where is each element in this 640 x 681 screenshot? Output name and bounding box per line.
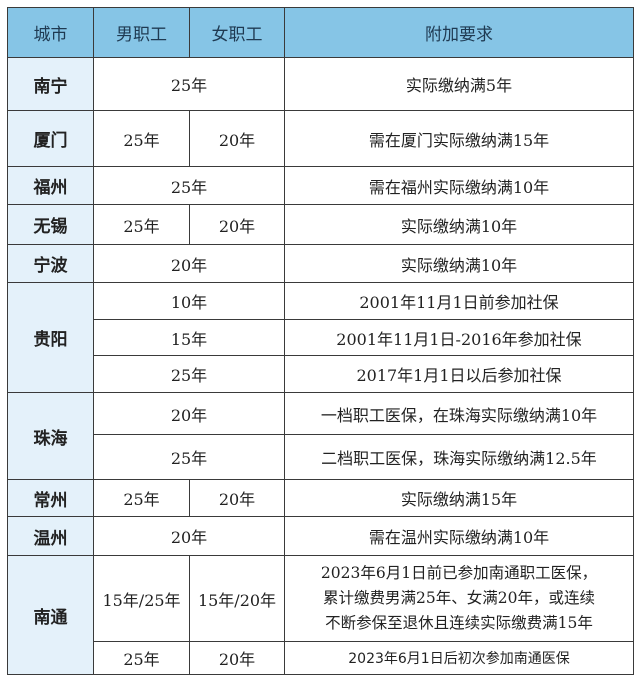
male-cell: 25年	[93, 110, 190, 167]
table-row: 无锡 25年 20年 实际缴纳满10年	[7, 204, 634, 245]
table-row: 25年 2017年1月1日以后参加社保	[8, 355, 634, 393]
city-cell: 贵阳	[7, 282, 94, 393]
extra-line: 2023年6月1日前已参加南通职工医保，	[320, 564, 598, 582]
extra-cell: 实际缴纳满15年	[284, 479, 634, 517]
male-cell: 25年	[93, 479, 190, 517]
header-row: 城市 男职工 女职工 附加要求	[7, 7, 634, 58]
years-cell: 25年	[93, 166, 285, 205]
table-row: 南通 15年/25年 15年/20年 2023年6月1日前已参加南通职工医保， …	[7, 555, 634, 675]
extra-cell: 2001年11月1日-2016年参加社保	[284, 319, 634, 356]
city-cell: 珠海	[7, 392, 94, 480]
male-cell: 15年/25年	[93, 555, 190, 642]
female-cell: 20年	[189, 110, 285, 167]
extra-cell: 需在福州实际缴纳满10年	[284, 166, 634, 205]
extra-line: 累计缴费男满25年、女满20年，或连续	[323, 589, 595, 607]
city-cell: 厦门	[7, 110, 94, 167]
female-cell: 15年/20年	[189, 555, 285, 642]
table-row: 宁波 20年 实际缴纳满10年	[7, 244, 634, 283]
years-cell: 20年	[93, 516, 285, 556]
female-cell: 20年	[189, 479, 285, 517]
table-row: 福州 25年 需在福州实际缴纳满10年	[7, 166, 634, 205]
extra-cell: 需在厦门实际缴纳满15年	[284, 110, 634, 167]
years-cell: 25年	[93, 434, 285, 480]
table-row: 15年 2001年11月1日-2016年参加社保	[8, 319, 634, 356]
years-cell: 25年	[93, 57, 285, 111]
extra-cell: 2023年6月1日后初次参加南通医保	[284, 641, 634, 675]
table-row: 南宁 25年 实际缴纳满5年	[7, 57, 634, 111]
table-row: 厦门 25年 20年 需在厦门实际缴纳满15年	[7, 110, 634, 167]
extra-cell: 二档职工医保，珠海实际缴纳满12.5年	[284, 434, 634, 480]
years-cell: 20年	[93, 392, 285, 435]
extra-cell: 2023年6月1日前已参加南通职工医保， 累计缴费男满25年、女满20年，或连续…	[284, 555, 634, 642]
female-cell: 20年	[189, 641, 285, 675]
extra-cell: 一档职工医保，在珠海实际缴纳满10年	[284, 392, 634, 435]
city-cell: 宁波	[7, 244, 94, 283]
table-row: 25年 20年 2023年6月1日后初次参加南通医保	[8, 641, 634, 675]
city-cell: 福州	[7, 166, 94, 205]
male-cell: 25年	[93, 641, 190, 675]
table-row: 常州 25年 20年 实际缴纳满15年	[7, 479, 634, 517]
extra-cell: 需在温州实际缴纳满10年	[284, 516, 634, 556]
extra-cell: 2017年1月1日以后参加社保	[284, 355, 634, 393]
extra-cell: 实际缴纳满10年	[284, 244, 634, 283]
table-row: 贵阳 10年 2001年11月1日前参加社保	[7, 282, 634, 393]
retirement-insurance-table: 城市 男职工 女职工 附加要求 南宁 25年 实际缴纳满5年 厦门 25年 20…	[7, 7, 634, 675]
years-cell: 20年	[93, 244, 285, 283]
table-row: 珠海 20年 一档职工医保，在珠海实际缴纳满10年	[7, 392, 634, 480]
header-extra: 附加要求	[284, 7, 634, 58]
years-cell: 15年	[93, 319, 285, 356]
header-city: 城市	[7, 7, 94, 58]
extra-line: 不断参保至退休且连续实际缴费满15年	[325, 614, 593, 632]
city-cell: 常州	[7, 479, 94, 517]
female-cell: 20年	[189, 204, 285, 245]
extra-cell: 实际缴纳满10年	[284, 204, 634, 245]
years-cell: 25年	[93, 355, 285, 393]
table-row: 温州 20年 需在温州实际缴纳满10年	[7, 516, 634, 556]
city-cell: 无锡	[7, 204, 94, 245]
extra-cell: 实际缴纳满5年	[284, 57, 634, 111]
city-cell: 南宁	[7, 57, 94, 111]
male-cell: 25年	[93, 204, 190, 245]
header-female: 女职工	[189, 7, 285, 58]
years-cell: 10年	[93, 282, 285, 320]
table-row: 25年 二档职工医保，珠海实际缴纳满12.5年	[8, 434, 634, 480]
extra-cell: 2001年11月1日前参加社保	[284, 282, 634, 320]
header-male: 男职工	[93, 7, 190, 58]
city-cell: 南通	[7, 555, 94, 675]
city-cell: 温州	[7, 516, 94, 556]
